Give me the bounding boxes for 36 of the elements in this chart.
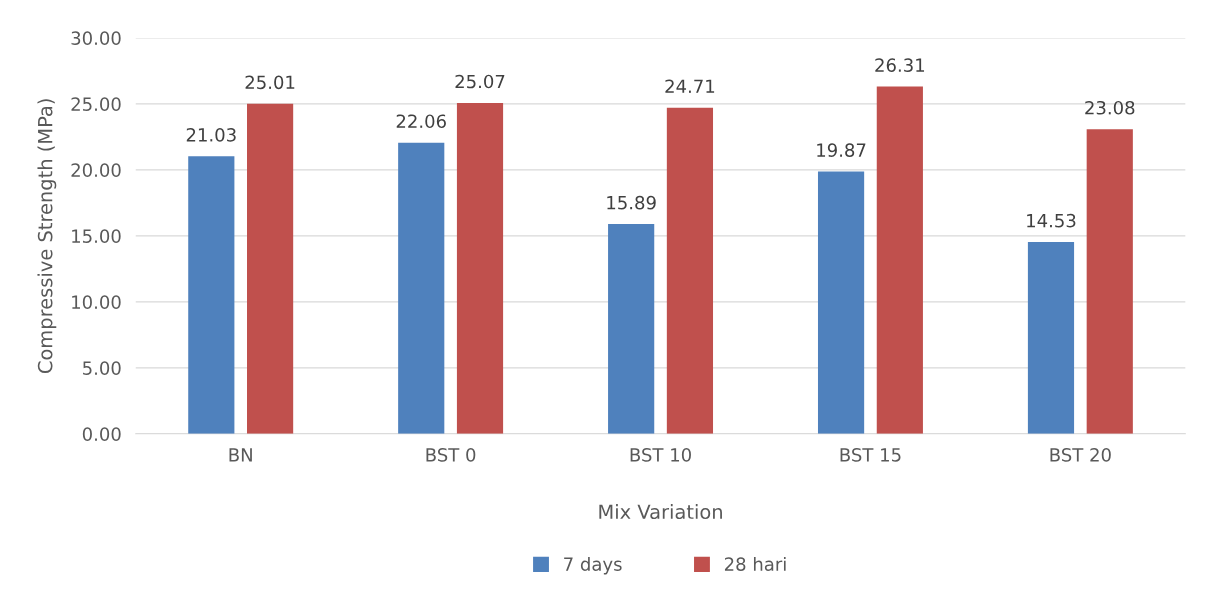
data-label: 25.01 [245,75,295,90]
y-tick-label: 5.00 [83,361,121,375]
legend-label: 28 hari [724,556,786,571]
bar [188,156,235,434]
bar [876,86,923,434]
data-label: 14.53 [1027,213,1076,228]
legend-label: 7 days [564,556,622,575]
bar [1086,129,1133,434]
data-label: 25.07 [455,74,505,89]
bar [247,103,294,434]
data-label: 22.06 [396,114,446,129]
bar [608,224,655,434]
bar [817,171,865,434]
data-label: 21.03 [186,128,236,142]
y-tick-label: 0.00 [82,427,121,441]
y-tick-label: 30.00 [71,31,121,45]
data-label: 26.31 [875,58,925,72]
data-label: 19.87 [817,143,866,157]
bar [456,102,504,434]
x-axis-title: Mix Variation [599,504,722,520]
y-tick-label: 25.00 [71,97,121,111]
bar [666,107,714,434]
data-label: 15.89 [607,195,656,210]
x-tick-label: BST 10 [630,448,691,462]
x-tick-label: BN [229,448,252,462]
bar [398,142,445,434]
bar [1027,242,1075,434]
x-tick-label: BST 15 [840,448,901,462]
y-axis-title: Compressive Strength (MPa) [37,99,57,374]
data-label: 23.08 [1085,100,1135,115]
y-tick-label: 20.00 [71,163,121,177]
y-tick-label: 10.00 [72,295,121,309]
x-tick-label: BST 20 [1050,448,1111,462]
data-label: 24.71 [665,79,715,93]
x-tick-label: BST 0 [426,448,476,462]
y-tick-label: 15.00 [72,229,121,243]
